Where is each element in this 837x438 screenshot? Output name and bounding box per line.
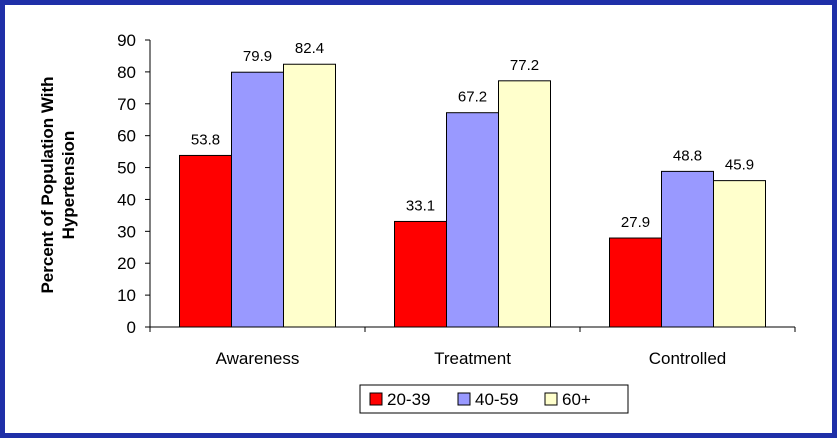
y-tick-label: 80 [117,63,136,82]
y-tick-label: 70 [117,95,136,114]
legend-label: 20-39 [387,390,430,409]
category-label: Controlled [649,349,727,368]
y-tick-label: 20 [117,254,136,273]
data-label: 27.9 [621,214,650,231]
data-label: 82.4 [295,40,324,57]
legend-swatch [457,392,471,406]
y-tick-label: 50 [117,159,136,178]
legend-box [359,384,629,414]
data-label: 53.8 [191,131,220,148]
data-label: 67.2 [458,89,487,106]
data-label: 45.9 [725,157,754,174]
data-label: 33.1 [406,197,435,214]
bar [713,180,766,328]
bar [179,154,232,328]
legend-swatch [544,392,558,406]
data-label: 79.9 [243,48,272,65]
y-axis-label: Percent of Population With Hypertension [38,76,78,293]
bar [394,220,447,328]
axes: 0 10 20 30 40 50 60 70 80 90 [117,31,796,337]
bar [231,71,284,328]
y-tick-label: 0 [127,318,136,337]
legend-label: 60+ [562,390,591,409]
legend: 20-39 40-59 60+ [359,384,629,414]
bar [661,170,714,328]
bar [446,112,499,328]
legend-label: 40-59 [475,390,518,409]
category-label: Treatment [434,349,511,368]
y-axis-label-line-1: Percent of Population With [38,76,57,293]
y-tick-label: 10 [117,286,136,305]
bar [609,237,662,328]
bar [283,63,336,328]
y-tick-label: 90 [117,31,136,50]
category-label: Awareness [216,349,300,368]
y-tick-label: 30 [117,222,136,241]
y-axis-label-line-2: Hypertension [59,131,78,240]
legend-swatch [369,392,383,406]
data-label: 48.8 [673,147,702,164]
y-tick-label: 60 [117,127,136,146]
bar-chart: Percent of Population With Hypertension … [38,31,796,414]
bar [498,80,551,328]
chart-frame: Percent of Population With Hypertension … [5,5,832,433]
bars: 53.8 79.9 82.4 Awareness 33.1 67.2 77.2 Treatme… [179,40,766,368]
y-tick-label: 40 [117,190,136,209]
data-label: 77.2 [510,57,539,74]
